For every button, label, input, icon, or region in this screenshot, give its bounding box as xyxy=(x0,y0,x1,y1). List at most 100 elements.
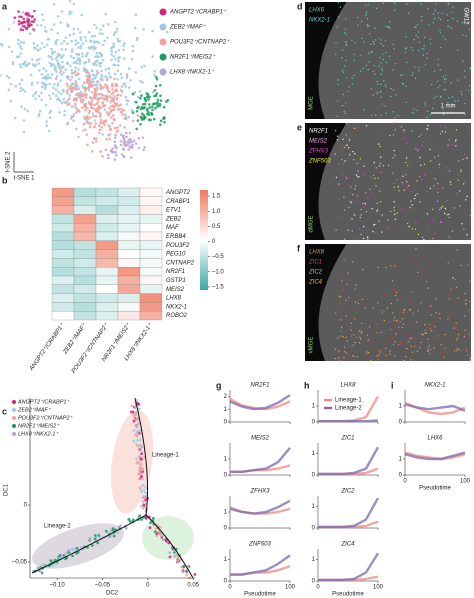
cell-dot xyxy=(116,531,120,534)
speckle xyxy=(415,148,417,150)
cell-dot xyxy=(127,517,131,521)
cell-dot xyxy=(142,148,145,152)
cell-dot xyxy=(119,72,123,76)
cell-dot xyxy=(46,73,50,76)
speckle xyxy=(406,3,408,5)
cell-dot xyxy=(142,28,145,31)
speckle xyxy=(437,335,439,337)
cell-dot xyxy=(139,96,142,100)
speckle xyxy=(373,41,375,43)
cell-dot xyxy=(125,99,128,102)
cell-dot xyxy=(176,559,180,563)
speckle xyxy=(405,85,407,88)
cell-dot xyxy=(101,32,104,36)
cell-dot xyxy=(87,89,91,92)
cell-dot xyxy=(114,82,118,86)
speckle xyxy=(451,144,453,146)
cell-dot xyxy=(44,104,48,107)
cell-dot xyxy=(31,63,35,66)
speckle xyxy=(405,333,407,335)
speckle xyxy=(368,33,371,35)
cell-dot xyxy=(65,90,69,93)
speckle xyxy=(446,167,448,169)
cell-dot xyxy=(158,531,161,535)
speckle xyxy=(345,77,348,79)
cell-dot xyxy=(72,548,75,552)
heatmap-cell xyxy=(95,275,119,285)
speckle xyxy=(467,354,469,356)
cell-dot xyxy=(117,64,120,67)
cell-dot xyxy=(93,34,97,38)
cell-dot xyxy=(124,526,128,530)
speckle xyxy=(356,16,359,19)
speckle xyxy=(339,335,341,337)
cell-dot xyxy=(69,64,72,68)
cell-dot xyxy=(93,83,96,87)
cell-dot xyxy=(62,71,65,74)
cell-dot xyxy=(19,52,23,55)
heatmap-cell xyxy=(139,187,163,197)
speckle xyxy=(439,208,441,211)
cell-dot xyxy=(10,50,14,53)
speckle xyxy=(379,162,381,164)
heatmap-cell xyxy=(117,231,141,241)
speckle xyxy=(440,46,442,49)
speckle xyxy=(374,39,377,41)
speckle xyxy=(466,195,468,198)
cell-dot xyxy=(77,109,80,112)
cell-dot xyxy=(55,70,58,73)
speckle xyxy=(405,36,407,38)
speckle xyxy=(376,80,378,83)
cell-dot xyxy=(75,546,79,550)
row-label: ZEB2 xyxy=(165,216,182,222)
speckle xyxy=(371,114,373,117)
colorbar-tick-label: –0.5 xyxy=(212,254,224,260)
cell-dot xyxy=(37,62,41,65)
speckle xyxy=(416,248,418,250)
cell-dot xyxy=(131,410,135,414)
cell-dot xyxy=(151,55,154,58)
cell-dot xyxy=(88,116,92,119)
speckle xyxy=(434,70,436,72)
cell-dot xyxy=(150,113,154,116)
cell-dot xyxy=(68,97,71,101)
y-tick-label: –0.05 xyxy=(12,560,28,566)
speckle xyxy=(402,74,404,76)
speckle xyxy=(346,44,348,46)
speckle xyxy=(348,139,351,141)
cell-dot xyxy=(140,490,144,494)
cell-dot xyxy=(155,78,159,81)
speckle xyxy=(453,350,456,352)
cell-dot xyxy=(79,99,83,102)
cell-dot xyxy=(95,89,98,92)
cell-dot xyxy=(39,24,43,27)
speckle xyxy=(370,88,373,90)
speckle xyxy=(457,328,459,330)
cell-dot xyxy=(119,110,122,114)
cell-dot xyxy=(92,63,96,66)
speckle xyxy=(421,48,424,50)
speckle xyxy=(416,109,418,112)
speckle xyxy=(424,174,426,176)
cell-dot xyxy=(52,86,55,90)
cell-dot xyxy=(131,412,135,416)
speckle xyxy=(393,206,396,209)
cell-dot xyxy=(103,39,106,43)
cell-dot xyxy=(67,549,70,552)
speckle xyxy=(429,148,431,151)
cell-dot xyxy=(140,468,144,472)
cell-dot xyxy=(105,110,109,114)
speckle xyxy=(406,61,408,64)
speckle xyxy=(377,209,379,211)
speckle xyxy=(354,42,356,44)
cell-dot xyxy=(159,84,162,87)
speckle xyxy=(450,27,452,29)
speckle xyxy=(459,296,461,298)
heatmap-cell xyxy=(95,240,119,250)
cell-dot xyxy=(93,41,96,44)
speckle xyxy=(383,80,385,82)
cell-dot xyxy=(27,24,31,28)
cell-dot xyxy=(114,63,117,67)
cell-dot xyxy=(41,85,44,89)
cell-dot xyxy=(91,77,94,81)
